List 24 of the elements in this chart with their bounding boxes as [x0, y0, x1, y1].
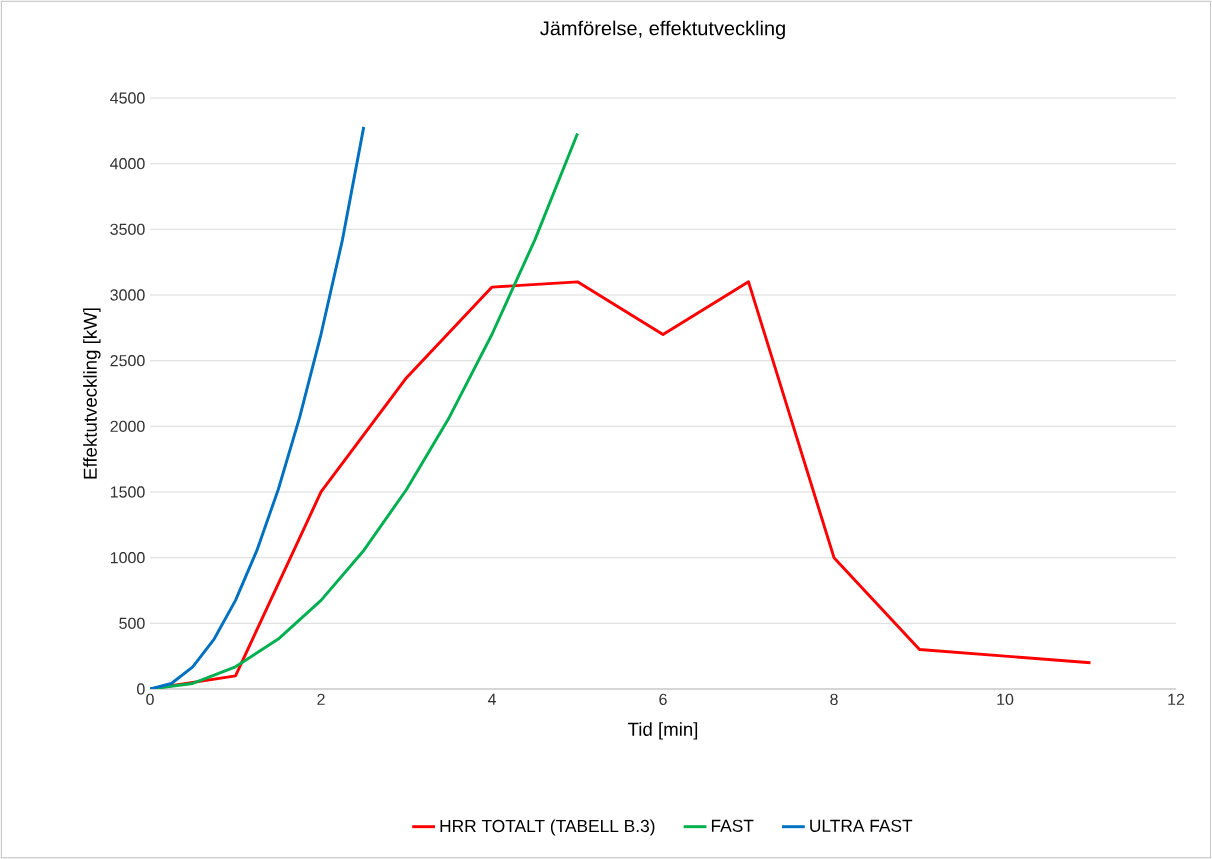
y-axis-title: Effektutveckling [kW] — [83, 308, 101, 479]
chart-title: Jämförelse, effektutveckling — [540, 20, 785, 40]
y-tick-label: 1500 — [110, 486, 145, 498]
x-tick-label: 10 — [997, 693, 1014, 706]
y-tick-label: 3000 — [110, 289, 145, 301]
x-tick-label: 12 — [1168, 693, 1185, 705]
x-tick-label: 0 — [146, 693, 154, 706]
y-tick-label: 2000 — [110, 420, 145, 432]
x-tick-label: 2 — [317, 693, 325, 705]
x-tick-label: 6 — [659, 693, 667, 706]
y-tick-label: 0 — [137, 683, 145, 695]
y-tick-label: 500 — [119, 617, 145, 629]
line-series — [150, 125, 366, 689]
y-tick-label: 3500 — [110, 223, 145, 235]
y-tick-label: 1000 — [110, 552, 145, 564]
x-axis-title: Tid [min] — [627, 722, 698, 740]
legend-label: HRR TOTALT (TABELL B.3) — [440, 819, 655, 836]
legend-label: FAST — [711, 819, 754, 832]
x-tick-label: 8 — [830, 693, 838, 706]
y-tick-label: 2500 — [110, 355, 145, 367]
y-tick-label: 4500 — [110, 92, 145, 104]
x-tick-label: 4 — [487, 693, 496, 705]
legend-label: ULTRA FAST — [810, 819, 913, 832]
y-tick-label: 4000 — [110, 158, 145, 170]
